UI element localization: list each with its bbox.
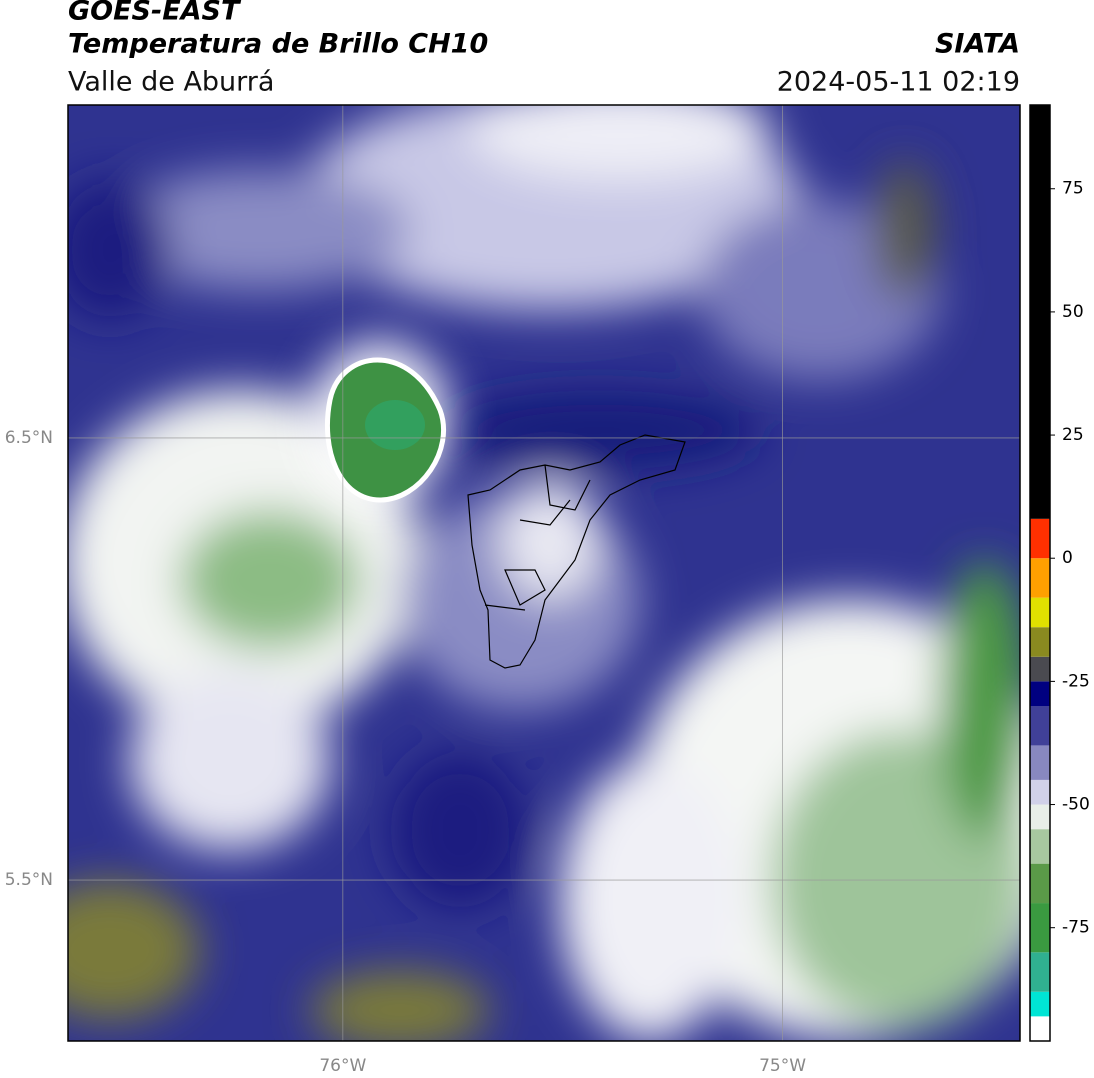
y-tick-label: 6.5°N: [5, 428, 53, 448]
colorbar-tick-label: -25: [1062, 671, 1090, 691]
subtitle: Temperatura de Brillo CH10: [68, 29, 488, 60]
datetime: 2024-05-11 02:19: [777, 67, 1020, 98]
colorbar-band: [1030, 558, 1050, 598]
colorbar-band: [1030, 656, 1050, 682]
colorbar-band: [1030, 991, 1050, 1017]
colorbar-band: [1030, 627, 1050, 657]
satellite-image: [68, 105, 1020, 1041]
colorbar-band: [1030, 681, 1050, 707]
colorbar: 75 50 25 0 -25 -50 -75: [1030, 105, 1090, 1041]
y-tick-label: 5.5°N: [5, 870, 53, 890]
colorbar-band: [1030, 829, 1050, 864]
region: Valle de Aburrá: [68, 67, 274, 98]
colorbar-band: [1030, 863, 1050, 904]
colorbar-tick-label: 0: [1062, 548, 1073, 568]
colorbar-tick-label: -50: [1062, 795, 1090, 815]
colorbar-tick-label: 50: [1062, 302, 1084, 322]
colorbar-band: [1030, 952, 1050, 992]
colorbar-band: [1030, 105, 1050, 519]
valley-outline: [467, 434, 686, 669]
colorbar-band: [1030, 1016, 1050, 1041]
colorbar-band: [1030, 804, 1050, 830]
colorbar-band: [1030, 518, 1050, 559]
x-tick-label: 76°W: [319, 1056, 366, 1076]
graticule: 76°W 75°W 6.5°N 5.5°N: [5, 105, 1020, 1076]
colorbar-band: [1030, 706, 1050, 746]
source: SIATA: [935, 29, 1020, 60]
colorbar-tick-label: -75: [1062, 918, 1090, 938]
title: GOES-EAST: [68, 0, 242, 27]
map-frame: [67, 104, 1021, 1042]
colorbar-tick-label: 75: [1062, 179, 1084, 199]
colorbar-tick-label: 25: [1062, 425, 1084, 445]
colorbar-frame: [1029, 104, 1051, 1042]
x-tick-label: 75°W: [759, 1056, 806, 1076]
colorbar-band: [1030, 597, 1050, 628]
colorbar-band: [1030, 903, 1050, 953]
colorbar-band: [1030, 745, 1050, 780]
colorbar-band: [1030, 779, 1050, 805]
